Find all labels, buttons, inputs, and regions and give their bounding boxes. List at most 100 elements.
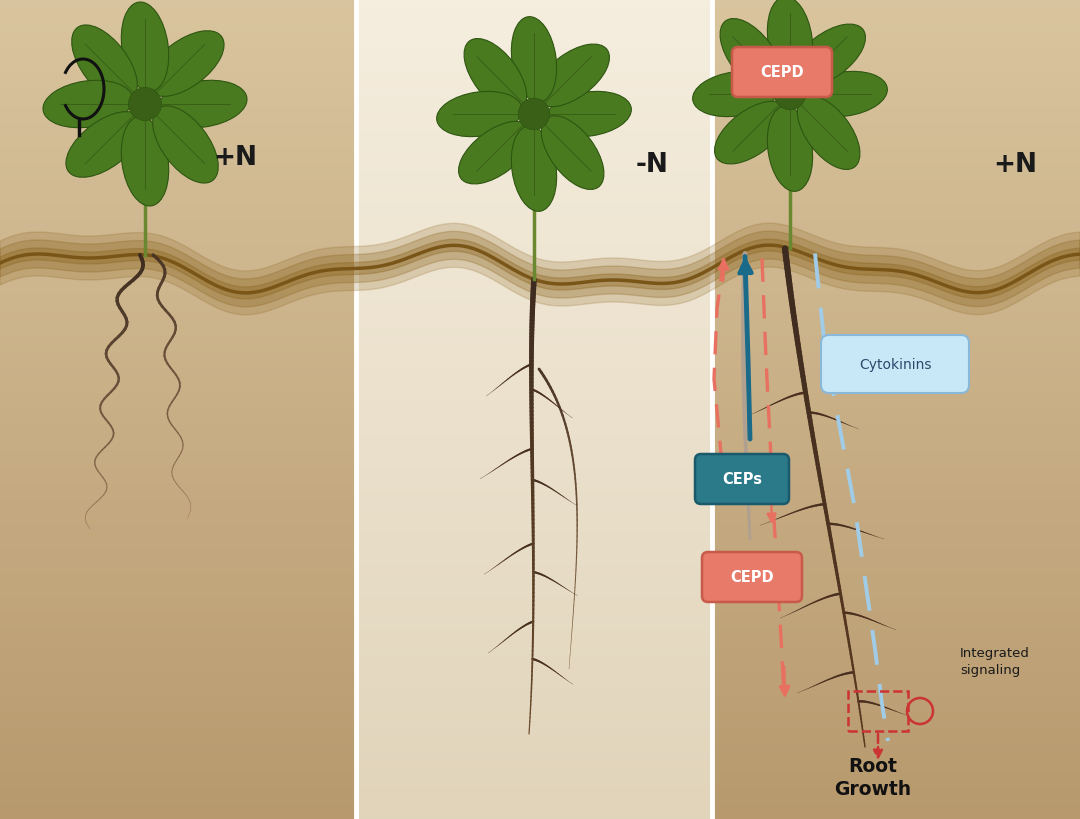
Bar [356,80,712,90]
Bar [712,121,1080,131]
Bar [712,15,1080,25]
Bar [712,441,1080,450]
Bar [0,203,356,213]
Bar [712,473,1080,483]
Bar [356,146,712,156]
Bar [0,776,356,786]
Bar [712,80,1080,90]
Bar [0,547,356,557]
Bar [712,162,1080,172]
Bar [712,244,1080,254]
Bar [712,604,1080,614]
Ellipse shape [797,97,860,170]
Bar [712,793,1080,803]
Bar [712,424,1080,434]
Bar [712,31,1080,41]
Bar [712,113,1080,123]
Bar [356,113,712,123]
Circle shape [518,99,550,130]
Bar [0,31,356,41]
Bar [712,457,1080,467]
Bar [712,580,1080,590]
Ellipse shape [715,102,788,165]
Bar [356,490,712,500]
Bar [0,39,356,49]
Bar [0,449,356,459]
Bar [0,785,356,794]
Bar [712,318,1080,328]
Bar [356,572,712,581]
Bar [0,703,356,713]
Bar [0,129,356,139]
Bar [712,285,1080,295]
Bar [0,629,356,639]
Ellipse shape [720,20,783,93]
Text: -N: -N [635,152,669,178]
Bar [0,277,356,287]
Bar [0,318,356,328]
Bar [0,408,356,418]
Bar [712,482,1080,491]
Bar [712,752,1080,762]
Bar [0,572,356,581]
Bar [712,613,1080,622]
Bar [356,187,712,197]
Bar [712,670,1080,680]
Bar [712,64,1080,74]
FancyBboxPatch shape [732,48,832,98]
Bar [356,465,712,475]
Bar [356,342,712,352]
Bar [356,48,712,57]
Bar [356,629,712,639]
Bar [0,342,356,352]
Bar [356,621,712,631]
Bar [712,236,1080,246]
Bar [356,686,712,696]
Bar [712,383,1080,393]
Bar [356,416,712,426]
Bar [712,539,1080,549]
Bar [0,563,356,573]
Bar [712,105,1080,115]
Bar [712,260,1080,270]
Bar [356,432,712,442]
Ellipse shape [43,81,133,129]
Bar [356,64,712,74]
Bar [0,113,356,123]
Bar [712,801,1080,811]
Bar [0,531,356,541]
Bar [712,735,1080,745]
Ellipse shape [147,32,224,97]
Bar [356,211,712,221]
Bar [356,195,712,205]
Bar [356,31,712,41]
Bar [712,310,1080,319]
Bar [712,342,1080,352]
Bar [712,703,1080,713]
Bar [356,0,712,8]
Bar [356,301,712,311]
Bar [712,0,1080,8]
Bar [712,596,1080,606]
Bar [0,662,356,672]
Bar [356,375,712,385]
Bar [712,301,1080,311]
Bar [356,260,712,270]
Bar [0,416,356,426]
Bar [356,7,712,16]
Ellipse shape [768,106,812,192]
Bar [712,588,1080,598]
Bar [0,88,356,98]
Bar [356,809,712,819]
Bar [0,727,356,737]
Bar [0,383,356,393]
Bar [0,219,356,229]
Bar [356,670,712,680]
Bar [712,408,1080,418]
Bar [356,121,712,131]
Bar [712,170,1080,180]
Bar [356,252,712,262]
Bar [356,318,712,328]
Bar [712,351,1080,360]
Bar [356,482,712,491]
